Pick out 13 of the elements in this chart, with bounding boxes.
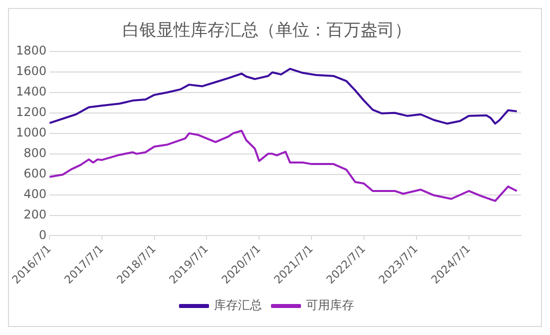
y-tick-label: 1800 [16, 44, 47, 58]
y-tick-label: 1000 [16, 125, 47, 140]
y-tick-label: 1600 [16, 64, 47, 78]
legend-label: 库存汇总 [214, 298, 262, 312]
y-tick-label: 1400 [16, 84, 47, 98]
chart-title: 白银显性库存汇总（单位：百万盎司） [122, 20, 412, 41]
y-tick-label: 400 [24, 186, 47, 201]
legend-label: 可用库存 [306, 298, 354, 312]
y-tick-label: 600 [24, 166, 47, 180]
y-tick-label: 1200 [16, 104, 47, 119]
y-tick-label: 200 [24, 207, 47, 222]
y-tick-label: 800 [24, 146, 47, 160]
y-tick-label: 0 [38, 228, 47, 242]
